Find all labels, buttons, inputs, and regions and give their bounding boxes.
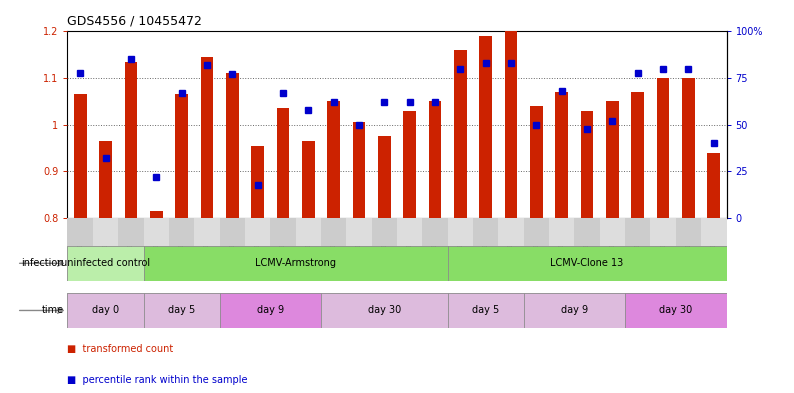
Text: LCMV-Clone 13: LCMV-Clone 13 [550,258,624,268]
Bar [195,218,220,246]
Bar [220,218,245,246]
Text: day 9: day 9 [256,305,283,316]
Bar [580,111,593,218]
Bar [378,136,391,218]
Bar [574,218,599,246]
Bar [556,92,568,218]
Bar [505,31,518,218]
Bar [429,101,441,218]
Bar [625,293,727,328]
Bar [321,293,448,328]
Bar [144,293,220,328]
Bar [67,246,144,281]
Bar [707,153,720,218]
Bar [676,218,701,246]
Text: GDS4556 / 10455472: GDS4556 / 10455472 [67,15,202,28]
Bar [524,293,625,328]
Bar [631,92,644,218]
Text: day 5: day 5 [168,305,195,316]
Bar [67,293,144,328]
Bar [372,218,397,246]
Bar [606,101,619,218]
Bar [650,218,676,246]
Bar [346,218,372,246]
Bar [74,94,87,218]
Bar [454,50,467,218]
Bar [251,146,264,218]
Text: infection: infection [21,258,64,268]
Bar [499,218,524,246]
Bar [302,141,314,218]
Bar [480,36,492,218]
Bar [549,218,574,246]
Bar [530,106,543,218]
Bar [422,218,448,246]
Bar [226,73,238,218]
Bar [201,57,214,218]
Bar [276,108,289,218]
Bar [448,218,473,246]
Bar [682,78,695,218]
Text: day 5: day 5 [472,305,499,316]
Bar [327,101,340,218]
Bar [473,218,499,246]
Bar [625,218,650,246]
Bar [448,293,524,328]
Text: LCMV-Armstrong: LCMV-Armstrong [255,258,336,268]
Text: uninfected control: uninfected control [61,258,150,268]
Bar [295,218,321,246]
Text: ■  transformed count: ■ transformed count [67,344,174,354]
Bar [657,78,669,218]
Bar [599,218,625,246]
Bar [150,211,163,218]
Bar [99,141,112,218]
Bar [118,218,144,246]
Bar [701,218,727,246]
Text: ■  percentile rank within the sample: ■ percentile rank within the sample [67,375,248,385]
Bar [524,218,549,246]
Bar [448,246,727,281]
Bar [125,62,137,218]
Bar [93,218,118,246]
Bar [175,94,188,218]
Bar [67,218,93,246]
Bar [403,111,416,218]
Text: time: time [41,305,64,316]
Bar [353,123,365,218]
Text: day 9: day 9 [561,305,588,316]
Bar [169,218,195,246]
Bar [397,218,422,246]
Bar [270,218,295,246]
Text: day 0: day 0 [92,305,119,316]
Bar [144,218,169,246]
Bar [321,218,346,246]
Text: day 30: day 30 [659,305,692,316]
Bar [245,218,270,246]
Text: day 30: day 30 [368,305,401,316]
Bar [220,293,321,328]
Bar [144,246,448,281]
